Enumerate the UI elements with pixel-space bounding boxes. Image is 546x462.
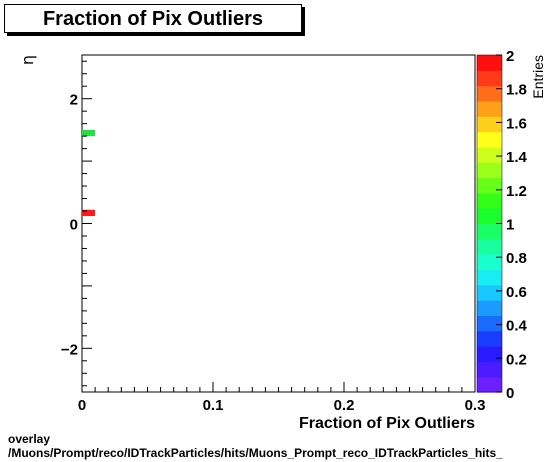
colorbar-tick-label: 0.6	[506, 284, 527, 301]
colorbar-tick-label: 2	[506, 48, 514, 65]
colorbar-tick-label: 1	[506, 217, 514, 234]
x-tick-label: 0	[78, 397, 86, 414]
y-axis-label: η	[18, 55, 37, 65]
colorbar-tick-label: 0	[506, 385, 514, 402]
footer-path-label: /Muons/Prompt/reco/IDTrackParticles/hits…	[8, 446, 503, 460]
colorbar-segment	[477, 208, 502, 225]
colorbar-segment	[477, 131, 502, 148]
colorbar-segment	[477, 315, 502, 332]
colorbar-segment	[477, 330, 502, 347]
colorbar-tick-label: 1.2	[506, 183, 527, 200]
colorbar-segment	[477, 192, 502, 209]
x-tick-label: 0.3	[465, 397, 486, 414]
colorbar-segment	[477, 146, 502, 163]
colorbar-segment	[477, 254, 502, 271]
colorbar-tick-label: 0.4	[506, 318, 528, 335]
colorbar-segment	[477, 376, 502, 393]
colorbar-tick-label: 1.8	[506, 82, 527, 99]
colorbar-segment	[477, 284, 502, 301]
colorbar-segment	[477, 70, 502, 87]
colorbar-tick-label: 0.8	[506, 250, 527, 267]
footer-overlay-label: overlay	[8, 432, 51, 446]
x-tick-label: 0.1	[203, 397, 224, 414]
colorbar-segment	[477, 162, 502, 179]
x-tick-label: 0.2	[334, 397, 355, 414]
colorbar-segment	[477, 238, 502, 255]
plot-frame	[81, 54, 476, 393]
colorbar-segment	[477, 269, 502, 286]
chart-title-box: Fraction of Pix Outliers	[4, 4, 302, 33]
colorbar-segment	[477, 85, 502, 102]
y-tick-label: 0	[70, 217, 78, 234]
colorbar-segment	[477, 177, 502, 194]
y-tick-label: −2	[61, 341, 78, 358]
colorbar-segment	[477, 116, 502, 133]
x-axis-label: Fraction of Pix Outliers	[299, 415, 475, 432]
colorbar-segment	[477, 100, 502, 117]
heatmap-cell-1	[82, 129, 96, 137]
chart-title: Fraction of Pix Outliers	[42, 8, 264, 30]
colorbar-tick-label: 1.4	[506, 149, 528, 166]
colorbar-label: Entries	[530, 55, 546, 99]
colorbar-segment	[477, 361, 502, 378]
colorbar-segment	[477, 300, 502, 317]
colorbar-segment	[477, 55, 502, 71]
colorbar-segment	[477, 223, 502, 240]
heatmap-cell-2	[82, 209, 96, 217]
colorbar-tick-label: 1.6	[506, 115, 527, 132]
y-tick-label: 2	[70, 92, 78, 109]
colorbar-tick-label: 0.2	[506, 351, 527, 368]
colorbar-segment	[477, 346, 502, 362]
